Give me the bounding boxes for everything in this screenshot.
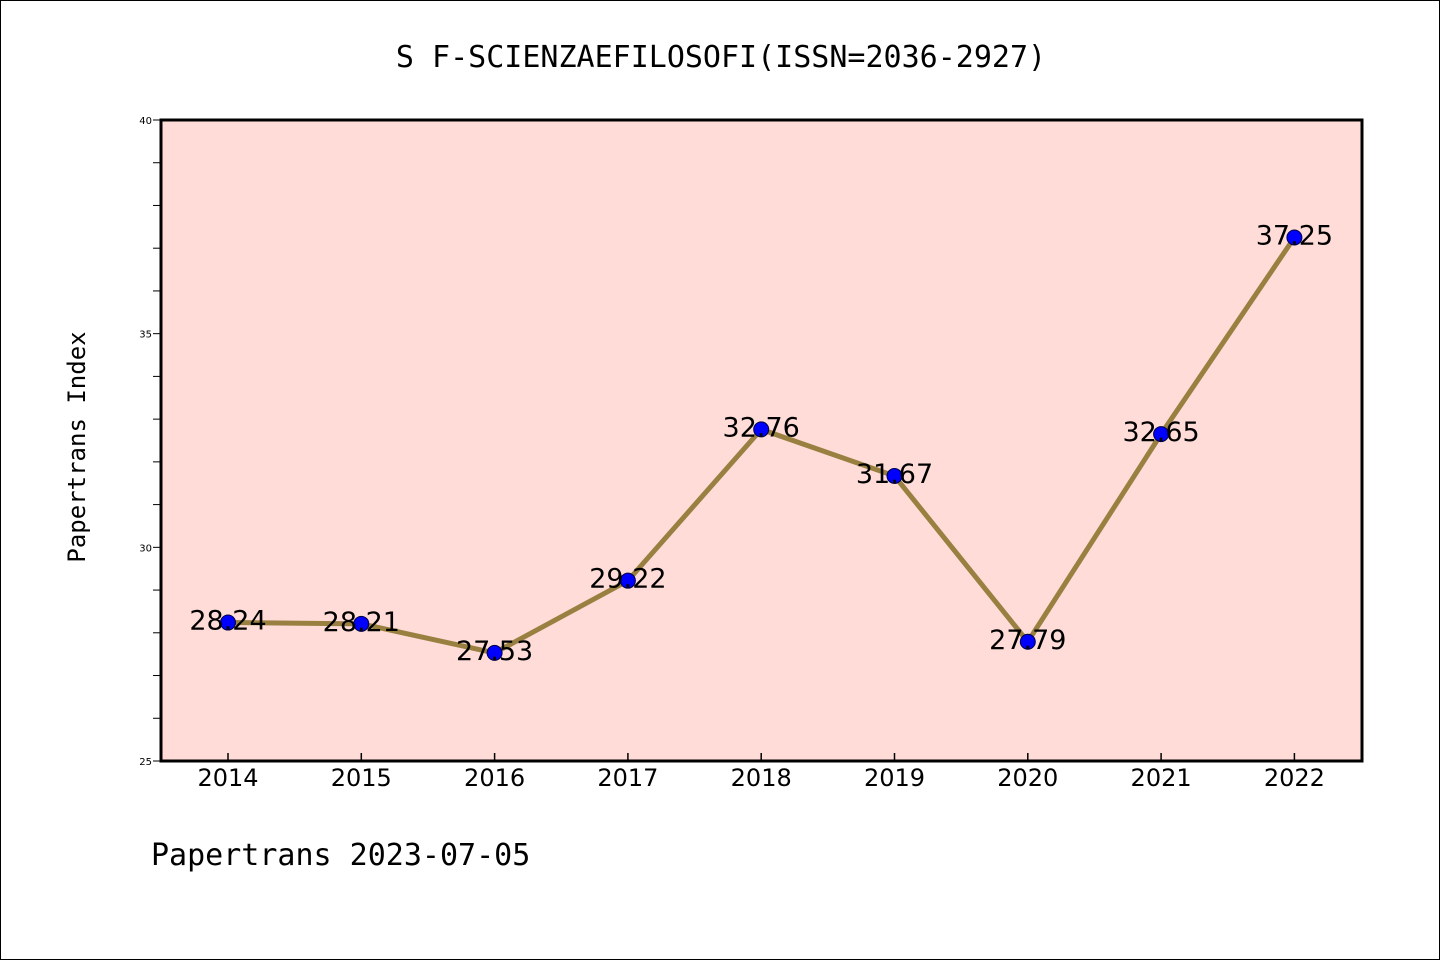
x-axis: 2014 2015 2016 2017 2018 2019 2020 2021 2022 <box>197 753 1325 792</box>
data-label: 27.79 <box>989 625 1066 656</box>
x-tick-label: 2018 <box>731 764 792 792</box>
data-point <box>753 421 770 438</box>
data-label: 32.65 <box>1122 417 1199 448</box>
data-point <box>1019 633 1036 650</box>
x-tick-label: 2021 <box>1131 764 1192 792</box>
y-tick-label: 25 <box>139 757 152 768</box>
data-labels: 28.24 28.21 27.53 29.22 32.76 31.67 27.79 32.65… <box>189 221 1333 667</box>
data-label: 29.22 <box>589 564 666 595</box>
data-label: 28.21 <box>323 607 400 638</box>
data-point <box>486 644 503 661</box>
data-points <box>220 229 1303 661</box>
data-point <box>619 572 636 589</box>
data-label: 31.67 <box>856 459 933 490</box>
x-tick-label: 2015 <box>331 764 392 792</box>
data-point <box>1153 426 1170 443</box>
x-tick-label: 2019 <box>864 764 925 792</box>
y-tick-label: 30 <box>139 543 152 554</box>
x-tick-label: 2014 <box>197 764 258 792</box>
data-point <box>353 615 370 632</box>
y-axis: 25 30 35 40 <box>139 116 161 768</box>
data-label: 28.24 <box>189 606 266 637</box>
x-tick-label: 2017 <box>597 764 658 792</box>
data-label: 27.53 <box>456 636 533 667</box>
x-tick-label: 2022 <box>1264 764 1325 792</box>
y-tick-label: 40 <box>139 116 152 127</box>
y-tick-label: 35 <box>139 330 152 341</box>
data-label: 37.25 <box>1256 221 1333 252</box>
data-point <box>886 467 903 484</box>
x-tick-label: 2020 <box>997 764 1058 792</box>
footer-text: Papertrans 2023-07-05 <box>151 838 530 873</box>
x-tick-label: 2016 <box>464 764 525 792</box>
data-point <box>1286 229 1303 246</box>
chart-title: S F-SCIENZAEFILOSOFI(ISSN=2036-2927) <box>396 40 1046 75</box>
data-point <box>220 614 236 631</box>
y-axis-label: Papertrans Index <box>63 331 91 562</box>
data-label: 32.76 <box>723 412 800 443</box>
